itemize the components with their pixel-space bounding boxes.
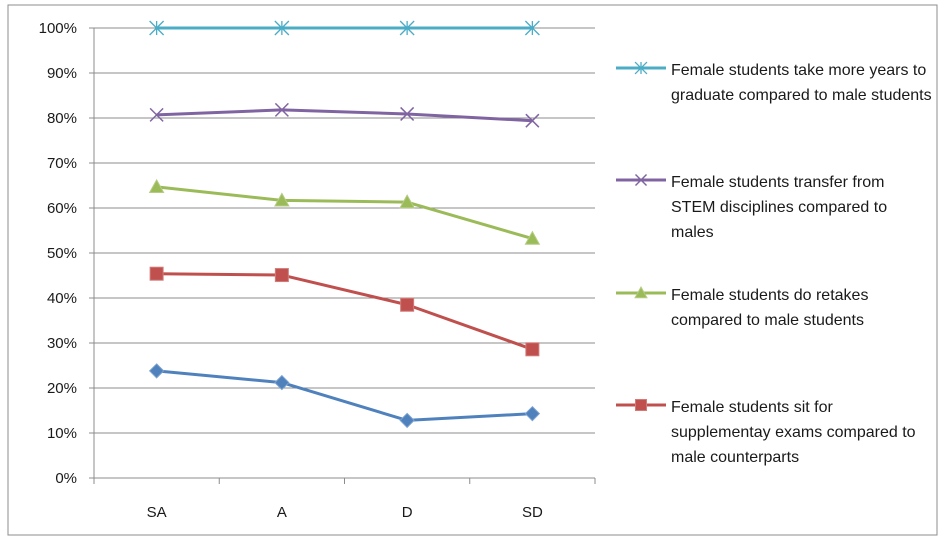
data-point xyxy=(634,173,648,187)
x-tick-label: SD xyxy=(522,504,543,521)
data-point xyxy=(274,20,290,36)
legend-label: Female students transfer from STEM disci… xyxy=(671,174,888,241)
series-line xyxy=(156,369,533,422)
data-point xyxy=(148,363,165,379)
data-point xyxy=(634,61,648,75)
data-point xyxy=(274,192,290,207)
data-point xyxy=(634,286,648,299)
series-5 xyxy=(148,363,541,429)
series-line xyxy=(156,185,533,241)
series-1 xyxy=(149,20,540,36)
y-tick-label: 40% xyxy=(47,290,77,307)
series-2 xyxy=(149,102,540,128)
y-tick-label: 50% xyxy=(47,245,77,262)
legend-marker-square-icon xyxy=(616,398,666,412)
data-point xyxy=(274,374,290,391)
data-point xyxy=(274,268,289,283)
x-tick-label: SA xyxy=(147,504,167,521)
legend: Female students take more years to gradu… xyxy=(614,0,934,540)
y-tick-label: 20% xyxy=(47,380,77,397)
legend-marker-x-icon xyxy=(616,173,666,187)
data-point xyxy=(400,106,415,121)
legend-label: Female students sit for supplementay exa… xyxy=(671,399,916,466)
data-point xyxy=(149,107,164,122)
y-tick-label: 70% xyxy=(47,155,77,172)
y-tick-label: 30% xyxy=(47,335,77,352)
data-point xyxy=(149,266,164,281)
legend-label: Female students take more years to gradu… xyxy=(671,62,932,104)
y-tick-label: 80% xyxy=(47,110,77,127)
data-point xyxy=(399,20,415,36)
axes: 0% 10% 20% 30% 40% 50% 60% 70% 80% 90% 100% SA A D SD xyxy=(39,20,596,521)
data-point xyxy=(525,342,540,357)
y-tick-label: 60% xyxy=(47,200,77,217)
data-point xyxy=(525,113,540,128)
series-line xyxy=(156,108,533,123)
legend-label: Female students do retakes compared to m… xyxy=(671,287,869,329)
x-tick-label: D xyxy=(402,504,413,521)
data-point xyxy=(524,20,540,36)
y-tick-label: 0% xyxy=(55,470,77,487)
data-point xyxy=(634,398,648,412)
series-4 xyxy=(149,266,540,357)
data-point xyxy=(274,102,289,117)
legend-marker-triangle-icon xyxy=(616,286,666,299)
data-point xyxy=(399,412,415,429)
data-point xyxy=(399,194,415,209)
x-tick-label: A xyxy=(277,504,287,521)
data-point xyxy=(148,178,165,193)
data-point xyxy=(149,20,165,36)
data-point xyxy=(524,405,541,422)
legend-marker-star-icon xyxy=(616,61,666,75)
series-line xyxy=(156,272,533,351)
y-tick-label: 10% xyxy=(47,425,77,442)
y-tick-label: 90% xyxy=(47,65,77,82)
series-group xyxy=(148,20,541,429)
data-point xyxy=(524,230,541,245)
series-3 xyxy=(148,178,541,245)
data-point xyxy=(400,297,415,312)
y-tick-label: 100% xyxy=(39,20,77,37)
